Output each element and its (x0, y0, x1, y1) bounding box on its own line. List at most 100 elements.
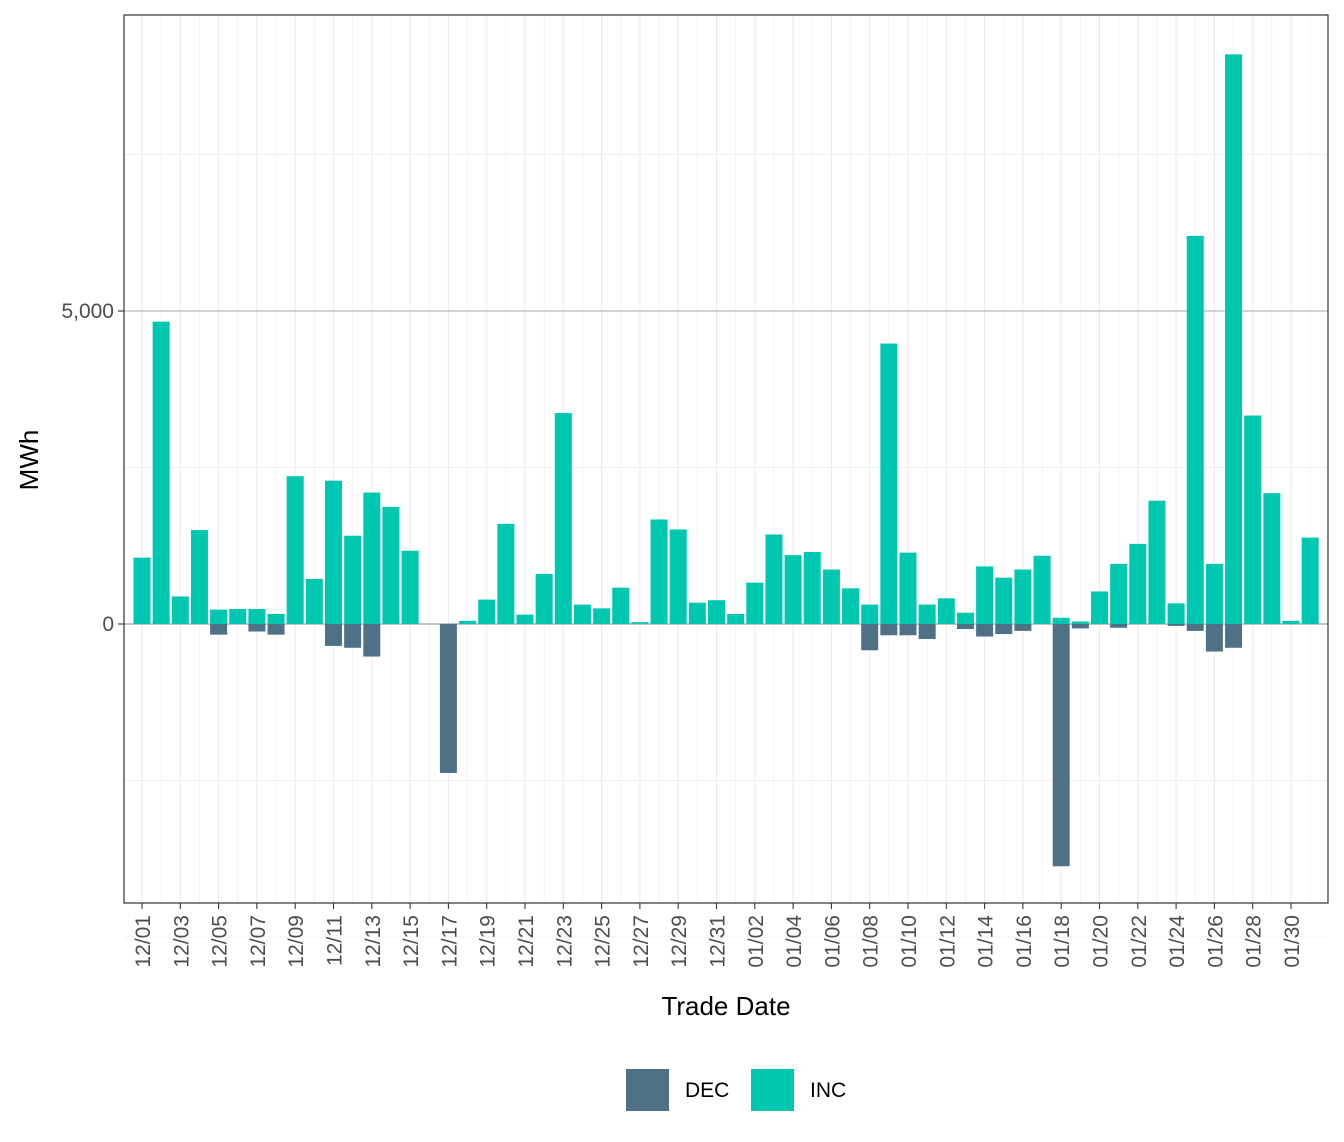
legend-key-inc (751, 1069, 794, 1111)
legend: DEC INC (626, 1069, 846, 1111)
bar-inc (516, 614, 534, 624)
bar-inc (305, 578, 323, 624)
bar-inc (784, 555, 802, 624)
bar-inc (554, 413, 572, 624)
bar-inc (229, 608, 247, 624)
bar-inc (727, 613, 745, 624)
bar-inc (382, 506, 400, 624)
bars (133, 54, 1319, 867)
x-tick-label: 01/18 (1051, 915, 1074, 968)
grid-lines (124, 15, 1328, 938)
bar-inc (746, 582, 764, 624)
x-tick-label: 01/22 (1128, 915, 1151, 968)
bar-dec (880, 624, 898, 636)
x-tick-label: 12/21 (515, 915, 538, 968)
x-tick-label: 01/16 (1013, 915, 1036, 968)
x-tick-label: 01/02 (745, 915, 768, 968)
bar-inc (1033, 555, 1051, 624)
bar-dec (899, 624, 917, 636)
bar-dec (344, 624, 362, 648)
bar-inc (535, 573, 553, 624)
legend-label-inc: INC (810, 1079, 846, 1102)
bar-inc (190, 530, 208, 624)
bar-inc (1244, 415, 1262, 624)
x-tick-label: 12/31 (707, 915, 730, 968)
bar-inc (880, 343, 898, 624)
bar-inc (995, 577, 1013, 624)
bar-dec (918, 624, 936, 640)
bar-inc (842, 588, 860, 624)
bar-dec (976, 624, 994, 637)
bar-inc (937, 598, 955, 624)
x-tick-label: 01/12 (936, 915, 959, 968)
bar-inc (688, 602, 706, 624)
bar-inc (1129, 543, 1147, 624)
x-tick-label: 01/14 (975, 915, 998, 968)
bar-inc (631, 622, 649, 624)
bar-inc (1282, 620, 1300, 624)
y-tick-label: 5,000 (61, 300, 114, 323)
bar-inc (1110, 563, 1128, 624)
x-tick-label: 12/29 (668, 915, 691, 968)
bar-inc (976, 566, 994, 624)
bar-dec (1052, 624, 1070, 867)
bar-inc (1071, 621, 1089, 624)
bar-dec (325, 624, 342, 646)
bar-dec (1205, 624, 1223, 652)
bar-dec (956, 624, 974, 630)
bar-dec (1167, 624, 1185, 626)
bar-dec (995, 624, 1013, 635)
x-tick-label: 01/24 (1166, 915, 1189, 968)
bar-inc (1301, 537, 1319, 624)
bar-inc (1263, 493, 1281, 624)
bar-inc (133, 557, 151, 624)
bar-dec (267, 624, 285, 635)
x-tick-label: 12/15 (400, 915, 423, 968)
bar-inc (708, 600, 725, 624)
bar-inc (459, 620, 477, 624)
bar-dec (1014, 624, 1032, 631)
bar-inc (363, 492, 381, 624)
bar-inc (248, 608, 266, 624)
bar-dec (439, 624, 457, 773)
x-tick-label: 12/07 (247, 915, 270, 968)
bar-inc (497, 523, 515, 624)
x-axis-title: Trade Date (661, 991, 790, 1021)
bar-inc (1167, 603, 1185, 624)
legend-key-dec (626, 1069, 669, 1111)
bar-dec (861, 624, 879, 651)
bar-inc (1225, 54, 1243, 624)
bar-dec (363, 624, 381, 657)
bar-inc (171, 596, 189, 624)
bar-inc (593, 608, 611, 624)
bar-inc (803, 552, 821, 624)
bar-inc (822, 569, 840, 624)
bar-inc (861, 604, 879, 624)
bar-inc (1186, 235, 1204, 624)
bar-inc (1052, 617, 1070, 624)
bar-inc (899, 552, 917, 624)
x-tick-label: 12/01 (132, 915, 155, 968)
bar-inc (765, 534, 783, 624)
x-tick-label: 01/06 (821, 915, 844, 968)
x-tick-label: 12/17 (438, 915, 461, 968)
bar-inc (918, 604, 936, 624)
y-tick-label: 0 (102, 613, 114, 636)
bar-inc (210, 609, 228, 624)
bar-inc (286, 476, 304, 624)
bar-dec (248, 624, 266, 632)
bar-inc (650, 519, 668, 624)
x-tick-label: 12/23 (553, 915, 576, 968)
bar-inc (401, 550, 419, 624)
x-tick-label: 01/28 (1243, 915, 1266, 968)
legend-label-dec: DEC (685, 1079, 729, 1102)
bar-dec (1186, 624, 1204, 631)
bar-inc (573, 604, 591, 624)
x-tick-label: 12/03 (170, 915, 193, 968)
bar-inc (669, 529, 687, 624)
x-tick-label: 01/10 (898, 915, 921, 968)
bar-dec (1225, 624, 1243, 648)
bar-inc (1148, 500, 1166, 624)
x-tick-label: 12/19 (477, 915, 500, 968)
